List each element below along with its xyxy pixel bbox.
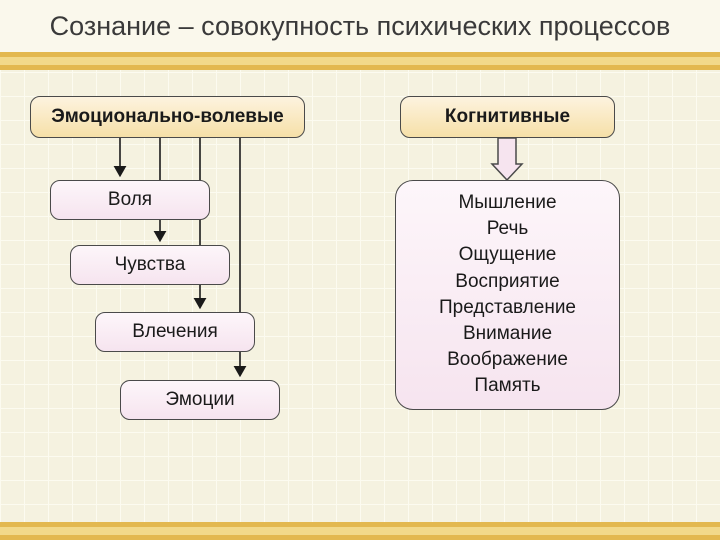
box-vlecheniya: Влечения [95,312,255,352]
top-stripe [0,52,720,70]
cognitive-item: Память [474,373,540,399]
bottom-stripe [0,522,720,540]
box-volya: Воля [50,180,210,220]
cognitive-item: Воображение [447,347,568,373]
cognitive-item: Ощущение [459,242,557,268]
cognitive-item: Восприятие [455,269,559,295]
cognitive-item: Внимание [463,321,552,347]
cognitive-item: Речь [487,216,529,242]
cognitive-item: Мышление [458,190,556,216]
box-emotsii: Эмоции [120,380,280,420]
block-arrow-cognitive [492,138,522,180]
page-title: Сознание – совокупность психических проц… [30,10,690,44]
header-emotional: Эмоционально-волевые [30,96,305,138]
cognitive-item: Представление [439,295,576,321]
diagram-canvas: Эмоционально-волевые Когнитивные Воля Чу… [0,70,720,490]
header-cognitive: Когнитивные [400,96,615,138]
title-area: Сознание – совокупность психических проц… [0,0,720,52]
box-chuvstva: Чувства [70,245,230,285]
box-cognitive-list: МышлениеРечьОщущениеВосприятиеПредставле… [395,180,620,410]
